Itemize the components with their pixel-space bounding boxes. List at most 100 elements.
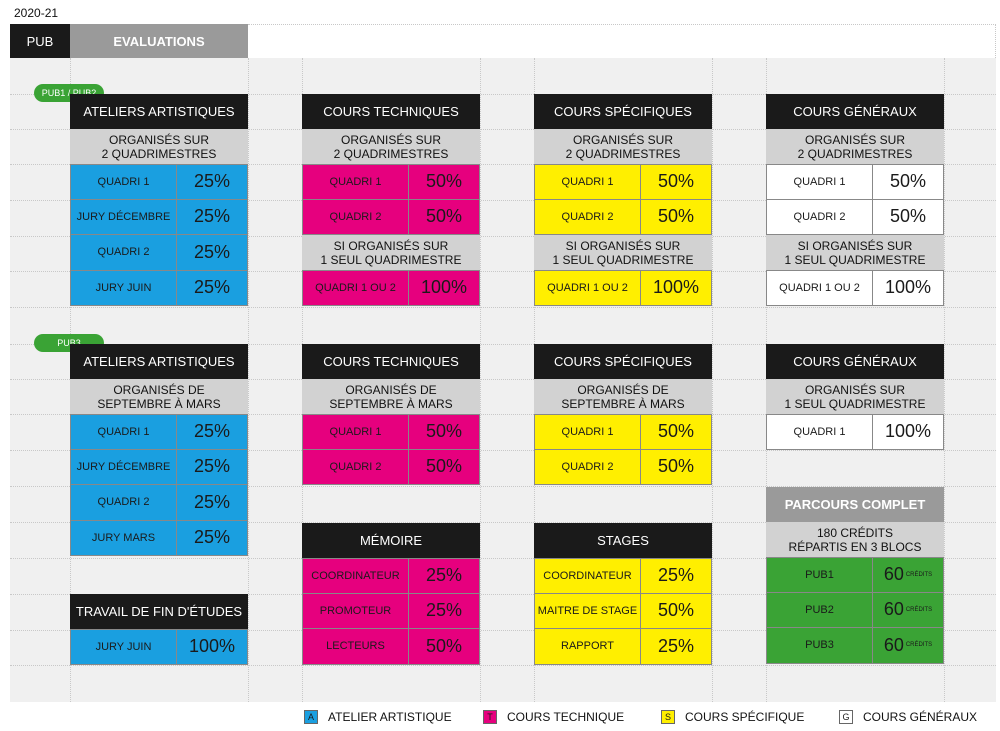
legend-label: ATELIER ARTISTIQUE (328, 710, 452, 724)
evaluation-row: QUADRI 1 50% (534, 414, 712, 450)
evaluation-row: QUADRI 1 OU 2 100% (302, 270, 480, 306)
weight-value: 60 (883, 564, 904, 585)
block-title: COURS GÉNÉRAUX (766, 94, 944, 129)
evaluation-weight: 25% (177, 165, 247, 199)
weight-value: 100% (884, 277, 932, 298)
evaluation-weight: 50% (641, 449, 711, 484)
evaluation-row: QUADRI 1 OU 2 100% (534, 270, 712, 306)
evaluation-label: QUADRI 2 (535, 449, 641, 484)
evaluation-row: QUADRI 1 25% (70, 164, 248, 200)
evaluation-label: QUADRI 1 (71, 415, 177, 449)
evaluation-label: JURY DÉCEMBRE (71, 449, 177, 484)
evaluation-label: JURY JUIN (71, 270, 177, 305)
evaluation-weight: 25% (177, 415, 247, 449)
weight-value: 50% (657, 456, 695, 477)
weight-value: 60 (883, 599, 904, 620)
evaluation-weight: 50% (873, 199, 943, 234)
weight-value: 50% (657, 421, 695, 442)
legend-label: COURS TECHNIQUE (507, 710, 625, 724)
evaluation-row: QUADRI 2 50% (302, 449, 480, 485)
evaluation-label: LECTEURS (303, 629, 409, 664)
evaluation-row: JURY JUIN 100% (70, 629, 248, 665)
weight-value: 50% (889, 171, 927, 192)
evaluation-label: QUADRI 2 (71, 485, 177, 520)
evaluation-row: RAPPORT 25% (534, 629, 712, 665)
evaluation-weight: 25% (177, 270, 247, 305)
evaluation-weight: 100% (873, 415, 943, 449)
evaluation-row: PUB1 60 CRÉDITS (766, 557, 944, 593)
block-title: PARCOURS COMPLET (766, 487, 944, 522)
weight-value: 25% (657, 635, 695, 656)
block-subtitle: ORGANISÉS SUR 2 QUADRIMESTRES (766, 129, 944, 164)
evaluation-weight: 100% (873, 271, 943, 305)
evaluation-weight: 25% (177, 199, 247, 234)
weight-value: 100% (884, 421, 932, 442)
block-subtitle: ORGANISÉS SUR 2 QUADRIMESTRES (534, 129, 712, 164)
weight-value: 50% (425, 171, 463, 192)
block-subtitle: SI ORGANISÉS SUR 1 SEUL QUADRIMESTRE (534, 235, 712, 270)
legend-item-t: T COURS TECHNIQUE (483, 708, 624, 726)
evaluation-label: QUADRI 1 (303, 165, 409, 199)
evaluation-weight: 25% (641, 629, 711, 664)
block-title: ATELIERS ARTISTIQUES (70, 94, 248, 129)
evaluation-row: QUADRI 1 50% (534, 164, 712, 200)
header-empty-area (248, 24, 996, 58)
legend-swatch: T (483, 710, 497, 724)
block-subtitle: ORGANISÉS SUR 2 QUADRIMESTRES (302, 129, 480, 164)
weight-value: 50% (657, 206, 695, 227)
legend-item-g: G COURS GÉNÉRAUX (839, 708, 977, 726)
weight-value: 25% (193, 491, 231, 512)
block-subtitle: ORGANISÉS DE SEPTEMBRE À MARS (70, 379, 248, 414)
evaluation-weight: 100% (409, 271, 479, 305)
evaluation-label: QUADRI 1 (535, 165, 641, 199)
weight-value: 25% (193, 527, 231, 548)
evaluation-weight: 25% (409, 559, 479, 593)
weight-value: 100% (420, 277, 468, 298)
weight-value: 25% (193, 241, 231, 262)
evaluation-weight: 50% (641, 199, 711, 234)
evaluation-row: QUADRI 2 50% (534, 199, 712, 235)
evaluation-weight: 25% (409, 593, 479, 628)
evaluation-row: QUADRI 2 25% (70, 235, 248, 271)
block-cours-specifiques-pub12: COURS SPÉCIFIQUES ORGANISÉS SUR 2 QUADRIM… (534, 94, 712, 306)
block-ateliers-artistiques-pub12: ATELIERS ARTISTIQUES ORGANISÉS SUR 2 QUAD… (70, 94, 248, 306)
block-subtitle: ORGANISÉS DE SEPTEMBRE À MARS (302, 379, 480, 414)
block-cours-generaux-pub12: COURS GÉNÉRAUX ORGANISÉS SUR 2 QUADRIMEST… (766, 94, 944, 306)
legend-item-s: S COURS SPÉCIFIQUE (661, 708, 804, 726)
evaluation-weight: 50% (409, 165, 479, 199)
evaluation-weight: 60 CRÉDITS (873, 592, 943, 627)
evaluation-row: QUADRI 1 50% (302, 414, 480, 450)
evaluation-row: QUADRI 1 OU 2 100% (766, 270, 944, 306)
weight-value: 25% (425, 600, 463, 621)
legend-swatch: A (304, 710, 318, 724)
weight-value: 25% (193, 171, 231, 192)
weight-value: 25% (193, 277, 231, 298)
block-subtitle: ORGANISÉS SUR 1 SEUL QUADRIMESTRE (766, 379, 944, 414)
evaluation-weight: 50% (409, 449, 479, 484)
evaluation-row: QUADRI 2 50% (302, 199, 480, 235)
block-cours-techniques-pub12: COURS TECHNIQUES ORGANISÉS SUR 2 QUADRIME… (302, 94, 480, 306)
credits-unit: CRÉDITS (905, 571, 933, 578)
block-subtitle: 180 CRÉDITS RÉPARTIS EN 3 BLOCS (766, 522, 944, 557)
block-cours-generaux-pub3: COURS GÉNÉRAUX ORGANISÉS SUR 1 SEUL QUADR… (766, 344, 944, 450)
evaluation-weight: 60 CRÉDITS (873, 558, 943, 592)
evaluation-label: QUADRI 1 (71, 165, 177, 199)
evaluation-label: QUADRI 1 OU 2 (303, 271, 409, 305)
evaluation-weight: 50% (641, 593, 711, 628)
evaluation-label: PUB3 (767, 628, 873, 663)
block-title: STAGES (534, 523, 712, 558)
block-cours-specifiques-pub3: COURS SPÉCIFIQUES ORGANISÉS DE SEPTEMBRE … (534, 344, 712, 485)
weight-value: 25% (193, 421, 231, 442)
block-title: COURS GÉNÉRAUX (766, 344, 944, 379)
evaluation-label: PROMOTEUR (303, 593, 409, 628)
weight-value: 25% (193, 456, 231, 477)
evaluation-weight: 50% (873, 165, 943, 199)
evaluations-header: EVALUATIONS (70, 24, 248, 58)
evaluation-label: QUADRI 1 (767, 165, 873, 199)
block-travail-fin-etudes: TRAVAIL DE FIN D'ÉTUDES JURY JUIN 100% (70, 594, 248, 665)
evaluation-row: QUADRI 1 50% (302, 164, 480, 200)
weight-value: 25% (193, 206, 231, 227)
evaluation-weight: 25% (641, 559, 711, 593)
evaluation-weight: 25% (177, 449, 247, 484)
evaluation-label: QUADRI 2 (71, 235, 177, 270)
